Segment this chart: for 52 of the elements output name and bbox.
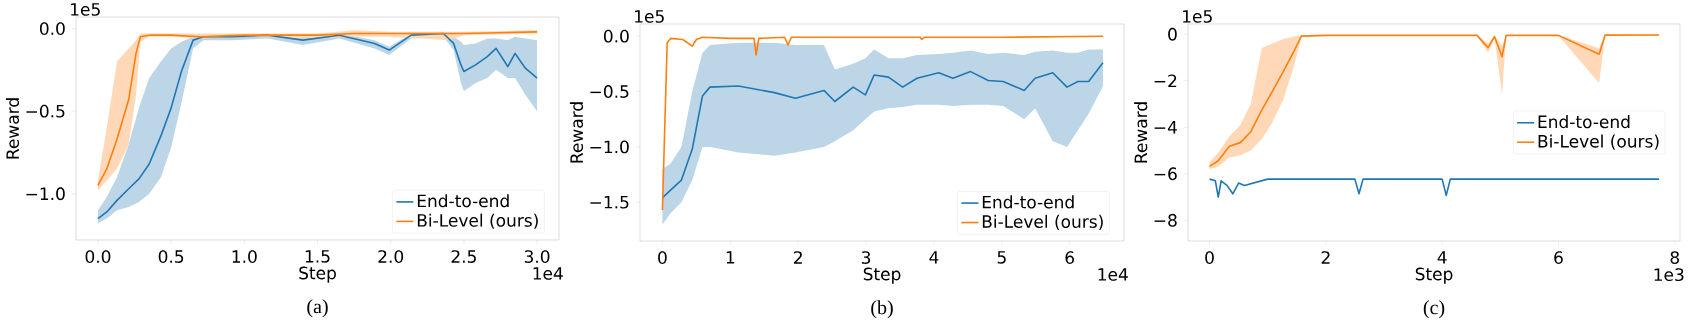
x-tick-label: 0 <box>658 251 667 264</box>
y-tick-label: −0.5 <box>26 104 65 118</box>
x-axis-title: Step <box>863 267 901 284</box>
legend-label: End-to-end <box>1538 115 1630 129</box>
text: 1e5 <box>635 10 664 23</box>
x-tick-label: 2.5 <box>451 250 476 263</box>
text: 1e5 <box>1183 10 1212 23</box>
y-tick-label: 0.0 <box>39 22 65 35</box>
x-tick-label: 0.0 <box>85 250 111 263</box>
x-tick-label: 0.5 <box>158 250 184 263</box>
y-tick-label: −1.5 <box>590 195 629 209</box>
x-tick-label: 1.5 <box>305 250 330 263</box>
y-tick-label: −2 <box>1154 74 1177 88</box>
text: 1e4 <box>533 267 563 280</box>
x-tick-label: 6 <box>1065 251 1075 264</box>
y-tick-label: −1.0 <box>590 140 629 154</box>
x-tick-label: 6 <box>1554 251 1563 264</box>
text: 1e3 <box>1654 268 1684 282</box>
x-axis-title: Step <box>1415 267 1453 284</box>
x-tick-label: 2 <box>1321 251 1330 264</box>
y-axis-title: Reward <box>569 102 584 163</box>
x-tick-label: 3 <box>861 251 871 264</box>
y-tick-label: 0.0 <box>603 29 629 43</box>
legend-label: End-to-end <box>982 195 1074 209</box>
x-axis-title: Step <box>299 266 336 283</box>
y-tick-label: −1.0 <box>26 187 65 201</box>
y-axis-title: Reward <box>1134 102 1148 163</box>
text: (b) <box>871 300 893 319</box>
legend-label: End-to-end <box>417 194 509 208</box>
x-tick-label: 4 <box>1437 251 1447 264</box>
x-tick-label: 8 <box>1670 251 1680 264</box>
text: 1e5 <box>71 3 100 16</box>
x-tick-label: 4 <box>929 251 939 264</box>
y-tick-label: −4 <box>1154 121 1177 134</box>
legend-label: Bi-Level (ours) <box>982 214 1103 230</box>
x-tick-label: 3.0 <box>524 250 550 263</box>
legend-label: Bi-Level (ours) <box>417 213 538 229</box>
legend-label: Bi-Level (ours) <box>1538 134 1659 150</box>
x-tick-label: 5 <box>997 251 1006 264</box>
x-tick-label: 0 <box>1205 251 1214 264</box>
text: (a) <box>307 299 328 318</box>
y-tick-label: −6 <box>1154 167 1177 181</box>
x-tick-label: 2 <box>794 251 802 264</box>
y-axis-title: Reward <box>5 98 20 159</box>
y-tick-label: −0.5 <box>590 85 629 98</box>
text: 1e4 <box>1098 268 1128 281</box>
y-tick-label: −8 <box>1154 213 1177 227</box>
x-tick-label: 1.0 <box>232 250 257 263</box>
x-tick-label: 1 <box>726 251 735 264</box>
x-tick-label: 2.0 <box>378 250 404 263</box>
y-tick-label: 0 <box>1168 27 1177 41</box>
text: (c) <box>1423 300 1445 319</box>
